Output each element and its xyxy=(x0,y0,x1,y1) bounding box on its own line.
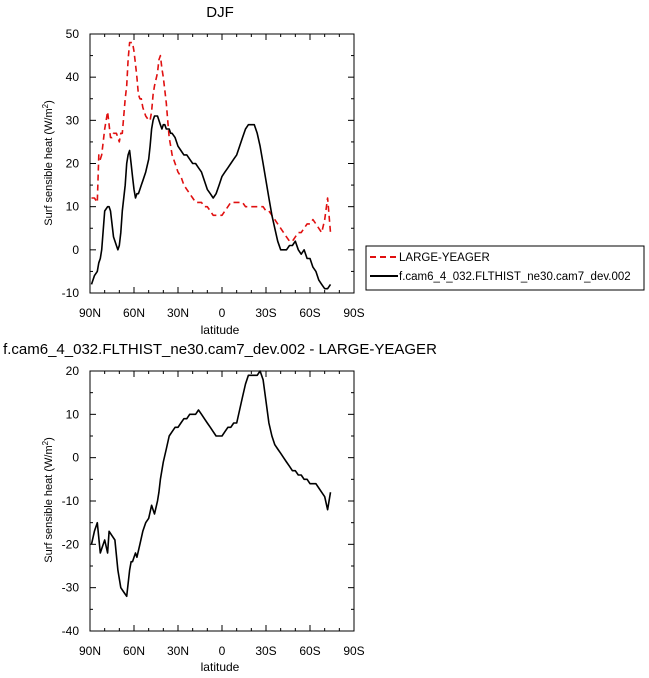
top-y-axis-label-sup: 2 xyxy=(41,103,50,108)
bottom-y-tick-label: 10 xyxy=(66,407,80,421)
top-plot-area: 90N 60N 30N 0 30S 60S 90S -10 0 10 20 30 40 50 xyxy=(62,27,365,320)
top-y-tick-label: 10 xyxy=(66,200,80,214)
top-x-tick-label: 60N xyxy=(123,306,145,320)
top-y-tick-label: 0 xyxy=(72,243,79,257)
bottom-plot-area: 90N 60N 30N 0 30S 60S 90S -40 -30 -20 -10 0 10 20 xyxy=(62,364,365,658)
bottom-y-axis-label-close: ) xyxy=(43,437,55,441)
legend-label-cam: f.cam6_4_032.FLTHIST_ne30.cam7_dev.002 xyxy=(399,271,631,283)
bottom-x-tick-label: 60S xyxy=(299,644,320,658)
top-x-tick-label: 90S xyxy=(343,306,364,320)
top-series-line-f-cam6-4-032-flthist-ne30-cam7-dev-002 xyxy=(90,115,332,290)
top-y-tick-label: -10 xyxy=(62,286,80,300)
bottom-y-axis-label-text: Surf sensible heat (W/m xyxy=(43,445,55,562)
top-y-tick-label: 20 xyxy=(66,157,80,171)
bottom-x-axis-label: latitude xyxy=(201,660,240,674)
svg-text:Surf sensible heat (W/m2): Surf sensible heat (W/m2) xyxy=(41,100,55,226)
bottom-x-tick-label: 90S xyxy=(343,644,364,658)
bottom-y-tick-label: 20 xyxy=(66,364,80,378)
bottom-x-tick-label: 30N xyxy=(167,644,189,658)
top-plot-frame xyxy=(89,33,355,294)
top-x-tick-label: 30S xyxy=(255,306,276,320)
top-x-tick-label: 90N xyxy=(79,306,101,320)
top-y-axis-label-text: Surf sensible heat (W/m xyxy=(43,108,55,225)
bottom-x-tick-label: 0 xyxy=(219,644,226,658)
bottom-y-tick-label: -20 xyxy=(62,537,80,551)
top-x-axis-label: latitude xyxy=(201,323,240,337)
top-chart: DJF Surf sensible heat (W/m2) latitude 9… xyxy=(41,4,645,337)
bottom-y-axis-label-sup: 2 xyxy=(41,440,50,445)
legend-box xyxy=(365,245,645,291)
top-y-tick-label: 30 xyxy=(66,113,80,127)
bottom-x-tick-label: 60N xyxy=(123,644,145,658)
top-x-tick-label: 30N xyxy=(167,306,189,320)
svg-text:Surf sensible heat (W/m2): Surf sensible heat (W/m2) xyxy=(41,437,55,563)
top-series-line-large-yeager xyxy=(91,41,332,242)
top-y-tick-label: 50 xyxy=(66,27,80,41)
top-y-tick-label: 40 xyxy=(66,70,80,84)
bottom-chart-title: f.cam6_4_032.FLTHIST_ne30.cam7_dev.002 -… xyxy=(3,341,437,358)
bottom-y-tick-label: 0 xyxy=(72,451,79,465)
bottom-x-tick-label: 90N xyxy=(79,644,101,658)
bottom-y-tick-label: -10 xyxy=(62,494,80,508)
bottom-plot-frame xyxy=(89,370,355,632)
bottom-chart: f.cam6_4_032.FLTHIST_ne30.cam7_dev.002 -… xyxy=(3,341,437,674)
bottom-y-axis-label: Surf sensible heat (W/m2) xyxy=(41,437,55,563)
top-x-tick-label: 60S xyxy=(299,306,320,320)
legend-label-large-yeager: LARGE-YEAGER xyxy=(399,252,490,264)
bottom-y-tick-label: -30 xyxy=(62,581,80,595)
bottom-y-tick-label: -40 xyxy=(62,624,80,638)
legend: LARGE-YEAGER f.cam6_4_032.FLTHIST_ne30.c… xyxy=(365,245,645,291)
top-x-tick-label: 0 xyxy=(219,306,226,320)
bottom-series-line-0 xyxy=(90,370,332,598)
top-chart-title: DJF xyxy=(206,4,234,21)
bottom-x-tick-label: 30S xyxy=(255,644,276,658)
top-y-axis-label-close: ) xyxy=(43,100,55,104)
top-y-axis-label: Surf sensible heat (W/m2) xyxy=(41,100,55,226)
